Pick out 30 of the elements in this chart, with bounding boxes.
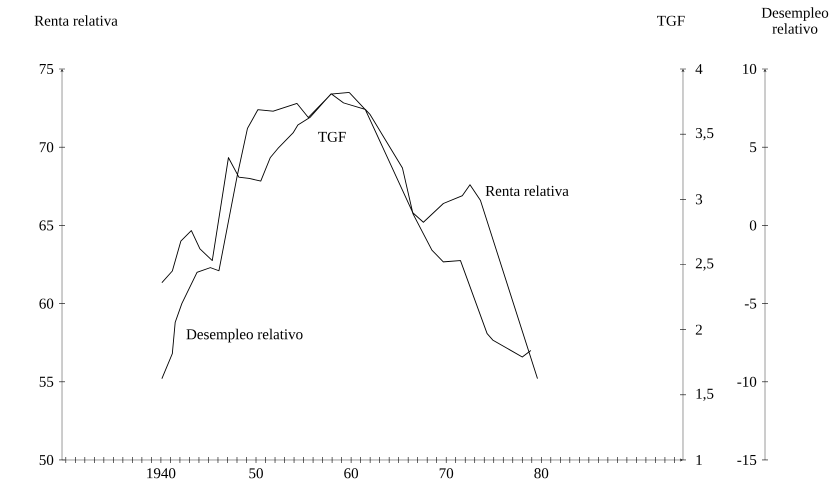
y-tick-label: 70 [40, 142, 54, 152]
series-label: Desempleo relativo [186, 328, 303, 342]
y3-tick-label: 0 [750, 220, 756, 230]
y2-tick-label: 3,5 [696, 128, 714, 140]
x-tick-label: 60 [344, 468, 358, 478]
y-axis-title: Renta relativa [34, 15, 118, 26]
y2-axis-title: TGF [657, 16, 685, 26]
y2-tick-label: 1 [696, 455, 702, 465]
y3-tick-label: 5 [750, 142, 756, 152]
y3-tick-label: 10 [743, 64, 756, 74]
y2-tick-label: 2 [696, 324, 702, 335]
series-label: TGF [318, 132, 346, 142]
y3-tick-label: -5 [744, 298, 756, 309]
y-tick-label: 75 [40, 64, 54, 74]
y-tick-label: 50 [40, 454, 54, 466]
y3-axis-title: Desempleo relativo [762, 7, 828, 34]
y-tick-label: 60 [39, 298, 54, 309]
x-tick-label: 1940 [147, 468, 176, 478]
x-tick-label: 80 [534, 468, 548, 478]
x-tick-label: 50 [249, 468, 263, 478]
y2-tick-label: 3 [696, 194, 702, 204]
y2-tick-label: 2,5 [696, 258, 714, 271]
y3-tick-label: -15 [737, 454, 756, 466]
series-label: Renta relativa [486, 185, 569, 196]
y2-tick-label: 1,5 [696, 388, 714, 401]
x-tick-label: 70 [440, 468, 454, 478]
y3-tick-label: -10 [737, 376, 756, 387]
y-tick-label: 65 [39, 220, 54, 230]
y-tick-label: 55 [40, 376, 54, 387]
y2-tick-label: 4 [695, 64, 702, 74]
